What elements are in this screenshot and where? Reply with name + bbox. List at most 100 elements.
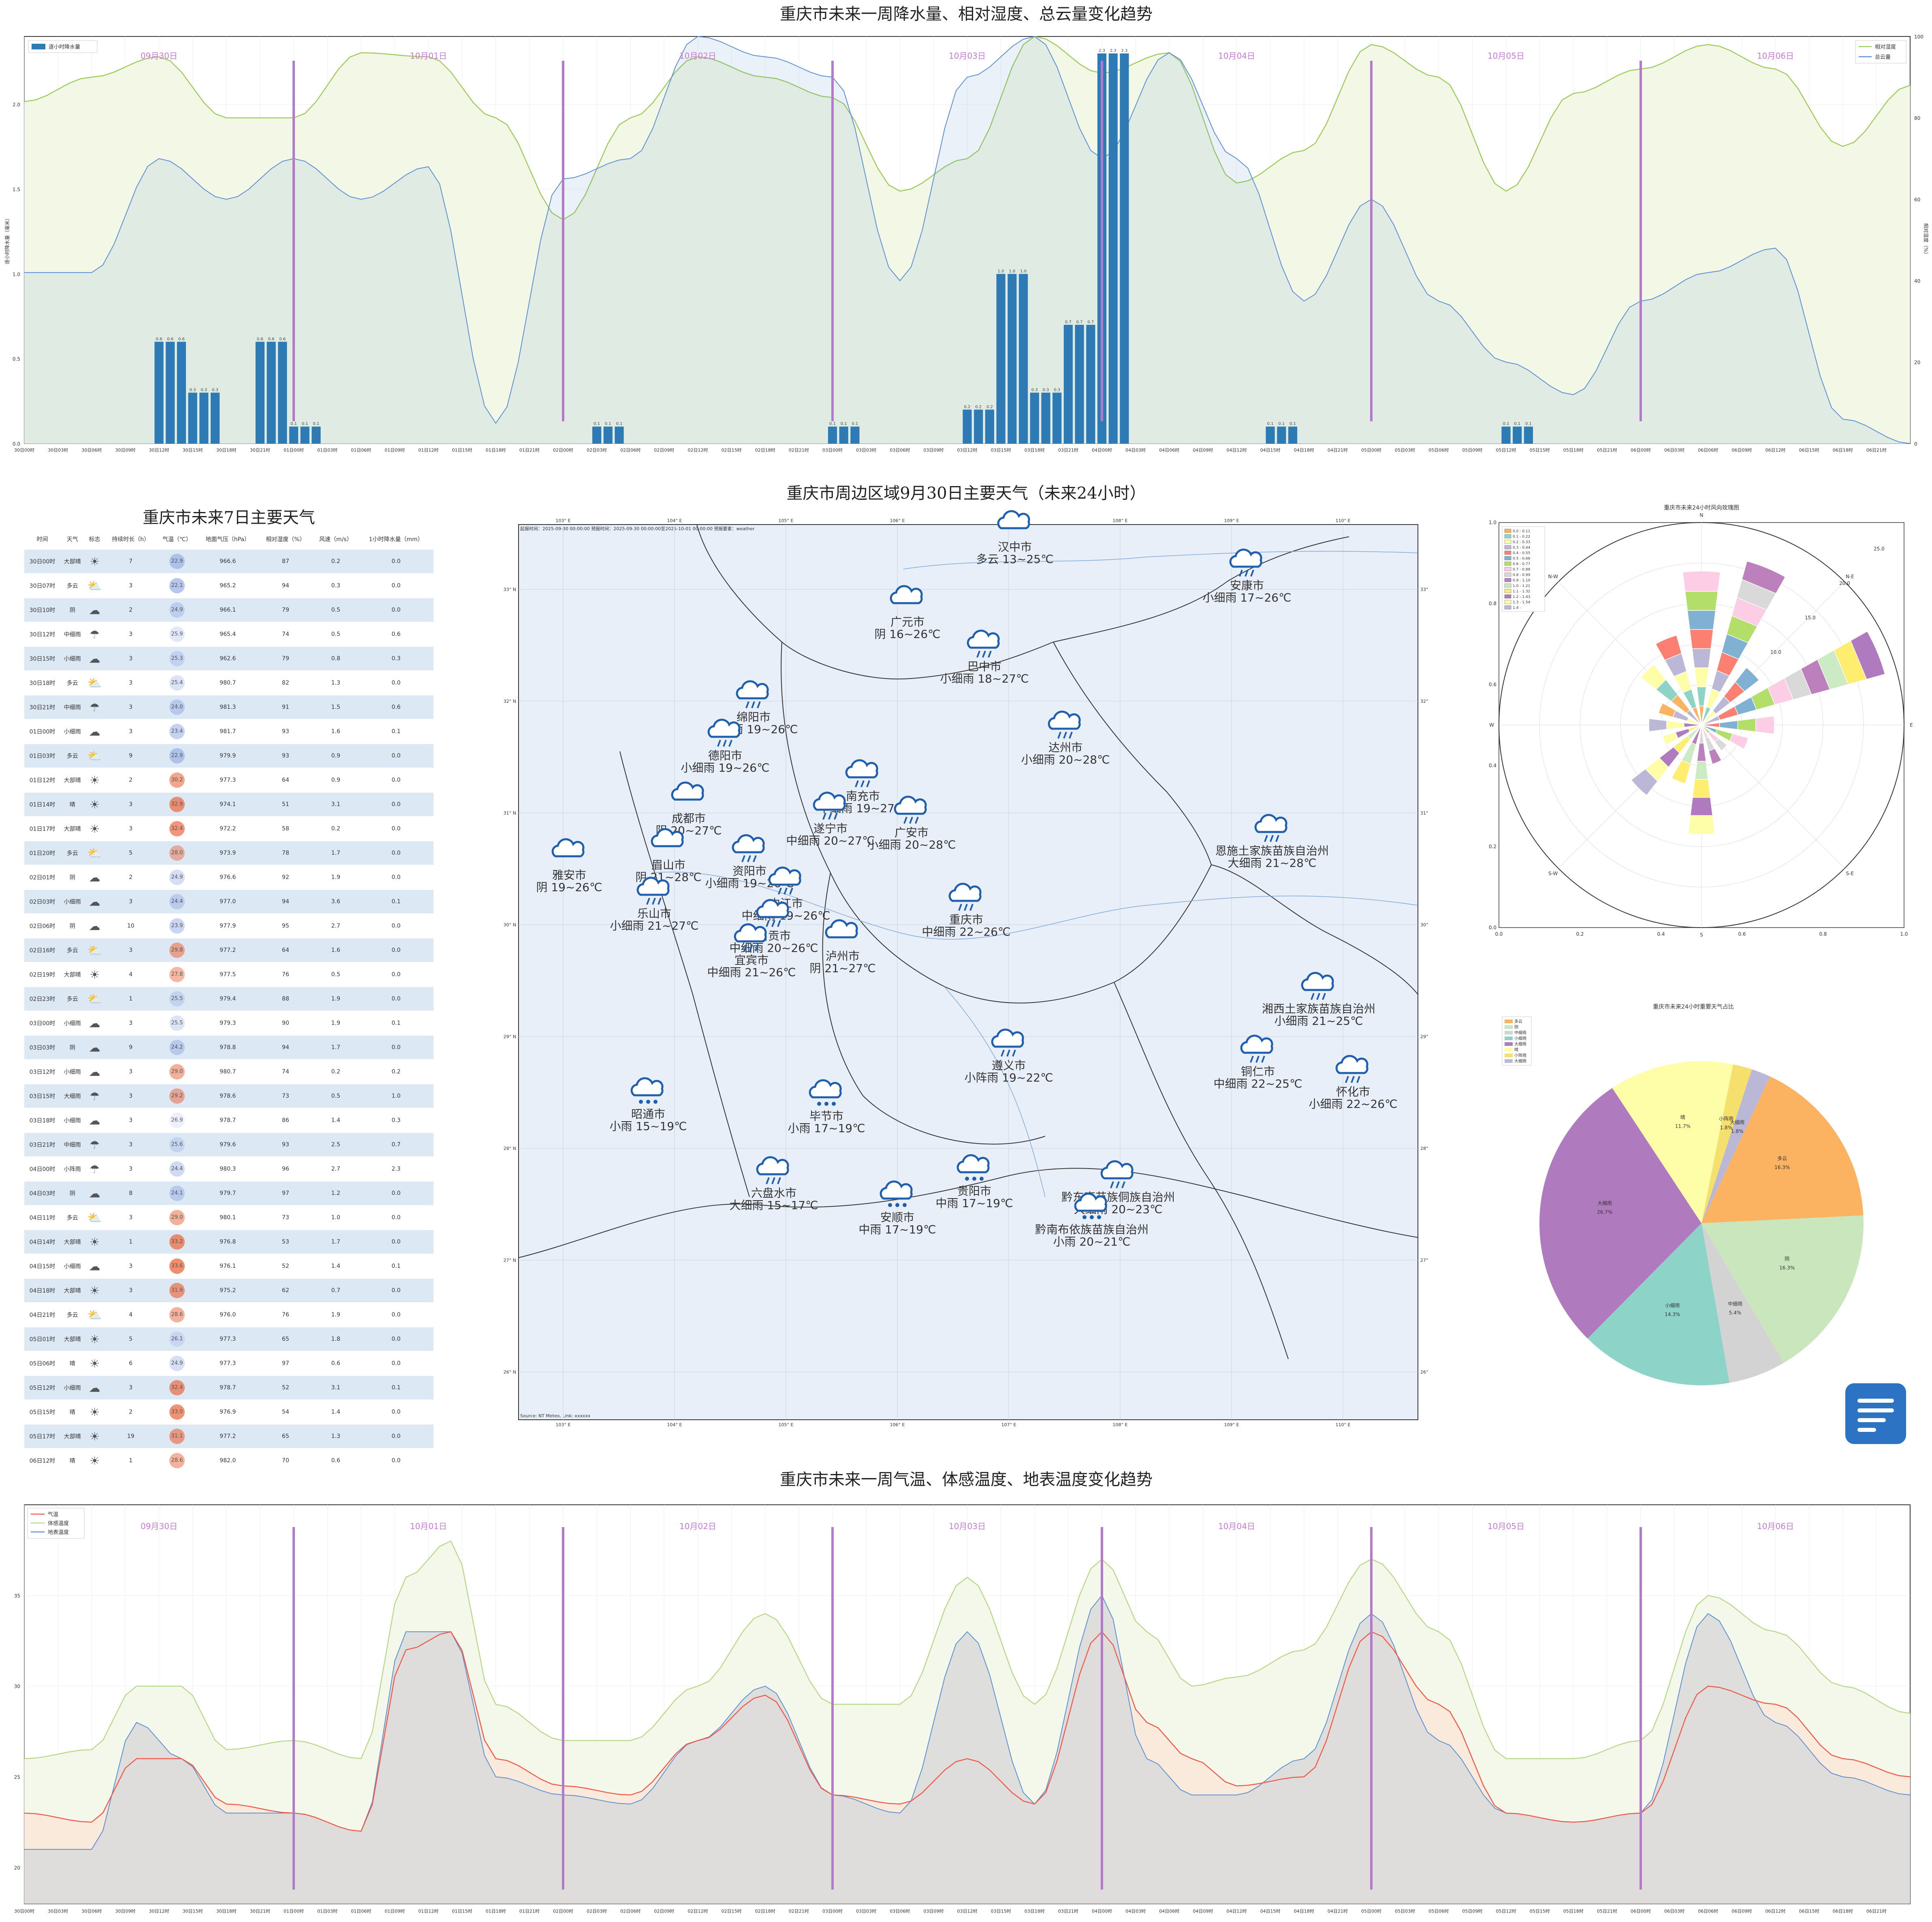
y-right-tick-label: 60 [1914, 197, 1920, 203]
cloud-area [24, 36, 1910, 444]
temperature-value: 25.5 [169, 991, 185, 1007]
rose-petal-segment [1631, 768, 1658, 796]
x-tick-label: 03日00时 [822, 448, 843, 453]
table-cell: 02日16时 [24, 938, 60, 963]
temperature-cell: 26.9 [156, 1108, 197, 1133]
table-cell: 04日18时 [24, 1278, 60, 1303]
rain-cloud-icon [756, 1156, 789, 1175]
rain-streak [766, 1177, 770, 1184]
table-cell: 0.0 [359, 914, 433, 939]
table-row: 01日03时 多云 ⛅ 9 22.9 979.9 93 0.9 0.0 [24, 744, 433, 768]
table-cell: 965.2 [197, 574, 258, 598]
precip-bar [839, 427, 848, 444]
table-cell: 阴 [60, 598, 85, 623]
weather-icon: ⛅ [88, 992, 102, 1006]
table-cell: 03日18时 [24, 1108, 60, 1133]
weather-icon: ☀ [89, 822, 100, 836]
x-tick-label: 30日09时 [115, 448, 135, 453]
pie-slice-label: 晴 [1680, 1114, 1685, 1120]
legend-label: 0.4 - 0.55 [1513, 551, 1530, 555]
x-tick-label: 06日00时 [1631, 448, 1651, 453]
precip-bar-label: 0.7 [1076, 320, 1083, 324]
precip-bar-label: 0.1 [829, 422, 836, 426]
rose-petal-segment [1690, 797, 1713, 817]
precip-bar [199, 393, 209, 444]
y-right-tick-label: 0 [1914, 441, 1917, 447]
precip-bar-label: 1.0 [1009, 269, 1015, 273]
rain-streak [860, 780, 865, 787]
x-tick-label: 01日12时 [418, 448, 439, 453]
temperature-value: 26.1 [169, 1331, 185, 1347]
day-label: 10月04日 [1218, 1521, 1255, 1531]
legend-label: 0.9 - 1.10 [1513, 579, 1531, 583]
precip-bar-label: 0.6 [178, 337, 185, 341]
regional-weather-map: 起报时间：2025-09-30 00:00:00 预报时间：2025-09-30… [504, 510, 1430, 1427]
x-tick-label: 05日18时 [1563, 448, 1584, 453]
table-cell: 3 [105, 890, 157, 914]
table-cell: 0.6 [359, 622, 433, 647]
pie-slice [1539, 1088, 1701, 1339]
x-tick-label: 05日06时 [1428, 1909, 1449, 1914]
temperature-chart: 20 25 30 35 09月30日 10月01日 10月02日 10月03日 10月04日 10… [14, 1504, 1911, 1914]
table-cell: 976.9 [197, 1400, 258, 1425]
table-cell: 0.6 [313, 1448, 359, 1473]
table-row: 03日15时 大细雨 ☂ 3 29.2 978.6 73 0.5 1.0 [24, 1084, 433, 1109]
table-cell: 小细雨 [60, 890, 85, 914]
table-cell: 3 [105, 1011, 157, 1036]
weather-icon: ☁ [84, 890, 105, 914]
table-cell: 90 [258, 1011, 313, 1036]
temperature-cell: 24.0 [156, 695, 197, 720]
table-cell: 0.6 [359, 695, 433, 720]
table-cell: 晴 [60, 792, 85, 817]
precip-bar-label: 0.3 [201, 388, 207, 392]
table-cell: 0.5 [313, 962, 359, 987]
weather-icon: ☂ [89, 1089, 100, 1103]
rose-petal-segment [1735, 667, 1759, 692]
rain-drop [980, 1177, 984, 1181]
table-cell: 977.3 [197, 1351, 258, 1376]
weather-icon: ☂ [89, 1138, 100, 1152]
table-cell: 02日01时 [24, 865, 60, 890]
precip-bar-label: 0.1 [1525, 422, 1532, 426]
table-row: 02日23时 多云 ⛅ 1 25.5 979.4 88 1.9 0.0 [24, 987, 433, 1011]
table-cell: 大部晴 [60, 550, 85, 574]
table-cell: 2.3 [359, 1157, 433, 1182]
table-row: 03日03时阴 ☁ 9 24.2 978.8 94 1.7 0.0 [24, 1035, 433, 1060]
y-tick-label: 0.8 [1489, 601, 1496, 606]
legend-label: 0.5 - 0.66 [1513, 557, 1531, 561]
table-cell: 3 [105, 938, 157, 963]
table-cell: 6 [105, 1351, 157, 1376]
legend-swatch [1505, 1025, 1513, 1029]
lat-label: 33° N [1420, 587, 1430, 592]
rain-streak [976, 651, 980, 658]
table-cell: 30日18时 [24, 671, 60, 695]
rose-petal-segment [1648, 718, 1667, 732]
weather-icon: ☁ [84, 1060, 105, 1084]
weather-icon: ⛅ [88, 579, 102, 593]
x-tick-label: 02日21时 [789, 1909, 809, 1914]
table-cell: 64 [258, 938, 313, 963]
temperature-cell: 31.9 [156, 1278, 197, 1303]
y-right-tick-label: 80 [1914, 115, 1920, 121]
legend-label: 1.1 - 1.32 [1513, 590, 1530, 594]
rain-humidity-cloud-chart: 0.0 0.5 1.0 1.5 2.0 0 20 40 60 80 100 0.6 0.6 0.6 0.3 0… [4, 34, 1929, 453]
table-cell: 976.1 [197, 1254, 258, 1279]
table-cell: 9 [105, 1035, 157, 1060]
legend-swatch [1505, 1020, 1513, 1023]
legend-label: 小细雨 [1514, 1036, 1526, 1041]
weather-icon: ☀ [84, 1424, 105, 1449]
table-cell: 晴 [60, 1400, 85, 1425]
day-label: 10月06日 [1757, 1521, 1794, 1531]
temperature-cell: 25.5 [156, 987, 197, 1011]
precip-bar-label: 0.1 [290, 422, 297, 426]
map-title: 重庆市周边区域9月30日主要天气（未来24小时） [786, 484, 1146, 503]
x-tick-label: 03日09时 [923, 1909, 944, 1914]
pie-slice-value: 16.3% [1779, 1265, 1795, 1271]
x-tick-label: 06日15时 [1799, 448, 1819, 453]
rain-cloud-icon [948, 883, 982, 902]
precip-bar [963, 410, 972, 444]
rain-streak [1351, 1076, 1355, 1083]
